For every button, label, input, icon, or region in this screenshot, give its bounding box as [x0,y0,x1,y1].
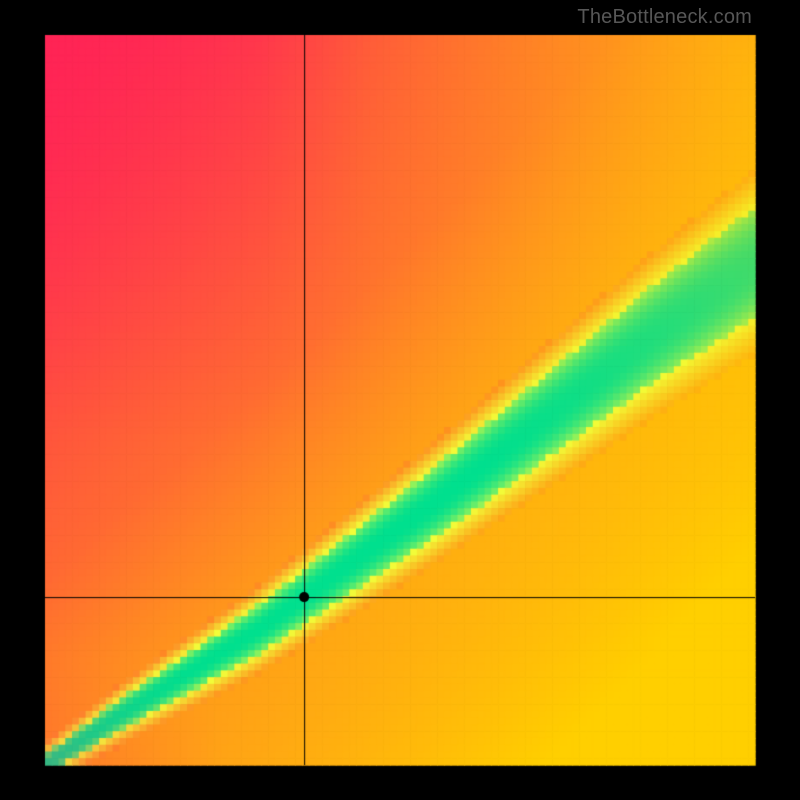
gradient-heatmap [0,0,800,800]
watermark-text: TheBottleneck.com [577,6,752,29]
